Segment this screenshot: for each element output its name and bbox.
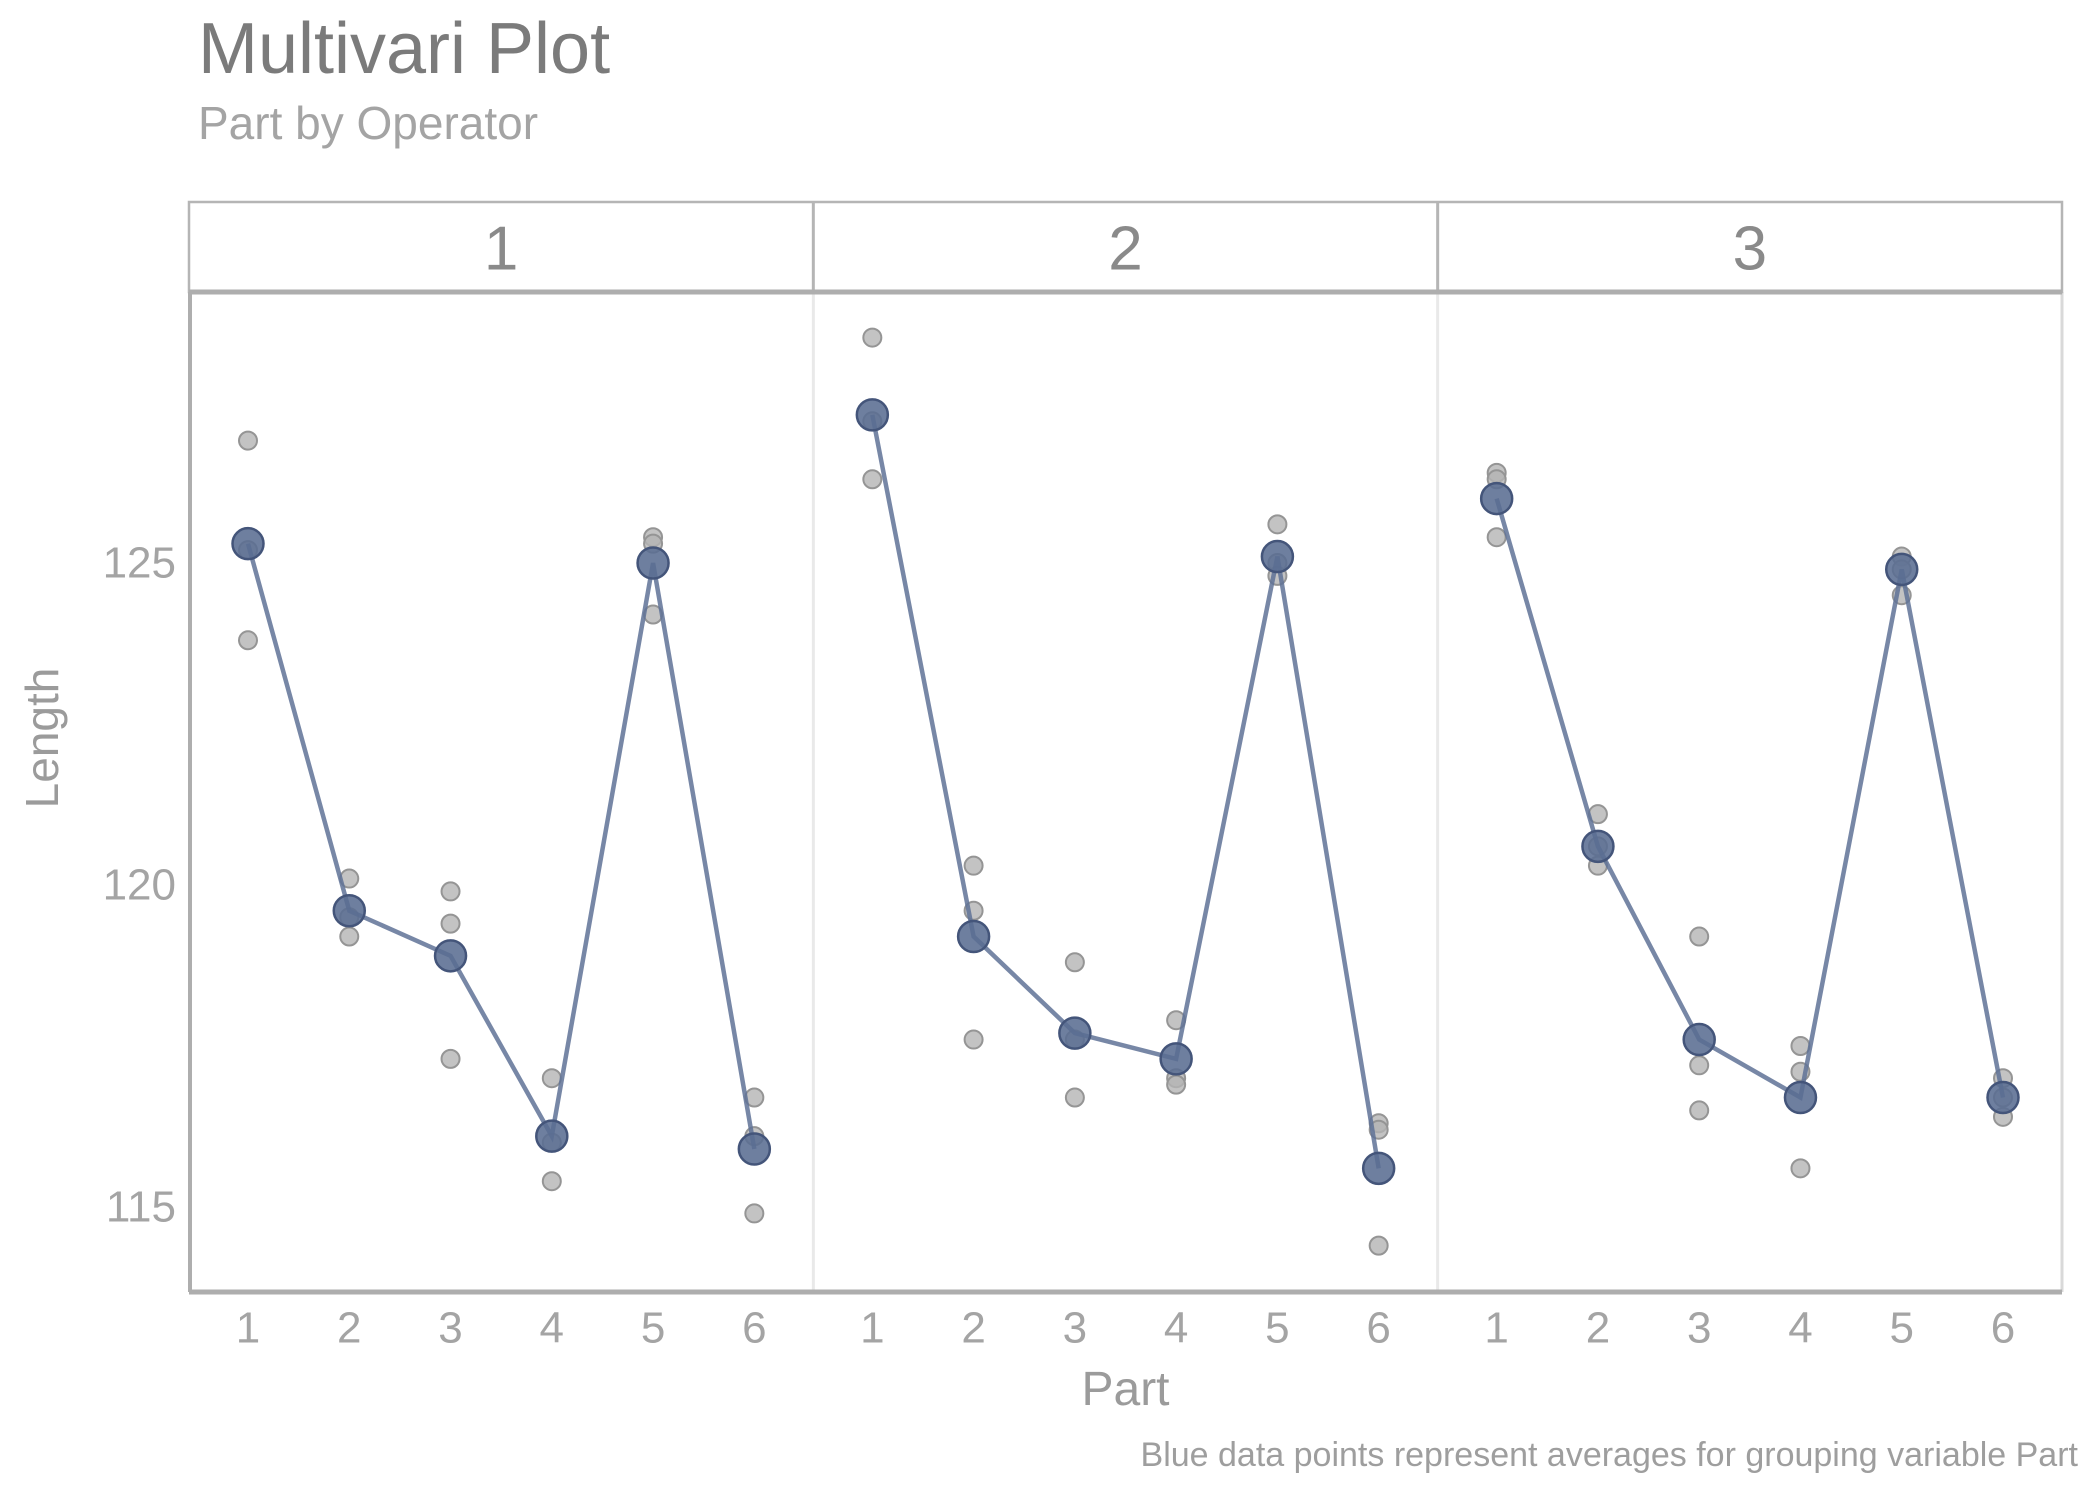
raw-data-point	[238, 430, 258, 451]
x-tick-label: 3	[1687, 1304, 1711, 1353]
x-tick-label: 2	[337, 1304, 361, 1353]
mean-data-point	[231, 526, 265, 561]
mean-data-point	[636, 546, 670, 580]
raw-data-point	[440, 913, 461, 934]
facet-header-label: 1	[484, 215, 518, 284]
x-tick-label: 3	[1063, 1304, 1087, 1353]
raw-data-point	[1166, 1074, 1187, 1095]
y-tick-label: 125	[103, 538, 176, 587]
facet-header-label: 2	[1108, 215, 1142, 284]
mean-line	[245, 543, 757, 1150]
raw-data-point	[1689, 1100, 1710, 1121]
raw-data-point	[1064, 1087, 1085, 1108]
mean-line	[870, 414, 1381, 1169]
mean-data-point	[1260, 539, 1295, 574]
raw-data-point	[1064, 952, 1085, 973]
mean-data-point	[956, 919, 991, 954]
raw-data-point	[440, 881, 461, 902]
x-tick-label: 5	[1889, 1304, 1913, 1353]
mean-data-point	[1058, 1016, 1092, 1050]
raw-data-point	[1486, 527, 1507, 548]
y-tick-label: 120	[103, 860, 176, 909]
mean-data-point	[332, 894, 367, 928]
raw-data-point	[744, 1203, 765, 1224]
y-tick-label: 115	[106, 1182, 176, 1231]
raw-data-point	[1267, 514, 1288, 535]
chart-title: Multivari Plot	[198, 9, 611, 89]
y-axis-title: Length	[16, 667, 68, 809]
raw-data-point	[1368, 1235, 1389, 1256]
mean-data-point	[855, 398, 890, 432]
x-tick-label: 5	[641, 1304, 665, 1353]
facet-header-label: 3	[1733, 215, 1767, 284]
raw-data-point	[541, 1068, 562, 1089]
x-tick-label: 6	[1366, 1304, 1390, 1353]
x-axis-title: Part	[1081, 1363, 1170, 1416]
x-tick-label: 6	[742, 1304, 766, 1353]
x-tick-label: 4	[1164, 1304, 1188, 1353]
raw-data-point	[1689, 926, 1710, 947]
raw-data-point	[541, 1171, 562, 1192]
x-tick-label: 3	[438, 1304, 462, 1353]
raw-data-point	[862, 327, 883, 348]
raw-data-point	[963, 1029, 984, 1050]
mean-data-point	[1682, 1022, 1716, 1057]
mean-data-point	[1479, 481, 1514, 516]
raw-data-point	[238, 630, 258, 651]
x-tick-label: 2	[1586, 1304, 1610, 1353]
x-tick-label: 1	[236, 1304, 260, 1353]
raw-data-point	[963, 855, 984, 876]
x-tick-label: 2	[961, 1304, 985, 1353]
raw-data-point	[1790, 1158, 1811, 1179]
mean-data-point	[535, 1119, 569, 1153]
mean-line	[1494, 497, 2006, 1102]
x-tick-label: 1	[860, 1304, 884, 1353]
raw-data-point	[1689, 1055, 1710, 1076]
x-tick-label: 4	[540, 1304, 564, 1353]
mean-data-point	[1581, 829, 1615, 864]
mean-data-point	[737, 1132, 772, 1166]
raw-data-point	[339, 926, 360, 947]
x-tick-label: 4	[1788, 1304, 1812, 1353]
raw-data-point	[862, 469, 883, 490]
mean-data-point	[1986, 1080, 2020, 1115]
raw-data-point	[440, 1048, 461, 1069]
x-tick-label: 6	[1991, 1304, 2015, 1353]
x-tick-label: 5	[1265, 1304, 1289, 1353]
raw-data-point	[1790, 1035, 1811, 1056]
chart-caption: Blue data points represent averages for …	[1140, 1436, 2078, 1474]
chart-subtitle: Part by Operator	[198, 97, 539, 149]
mean-data-point	[1159, 1042, 1193, 1076]
mean-data-point	[1884, 552, 1919, 587]
mean-data-point	[1361, 1151, 1396, 1186]
mean-data-point	[1783, 1080, 1818, 1115]
x-tick-label: 1	[1484, 1304, 1508, 1353]
mean-data-point	[433, 939, 468, 973]
